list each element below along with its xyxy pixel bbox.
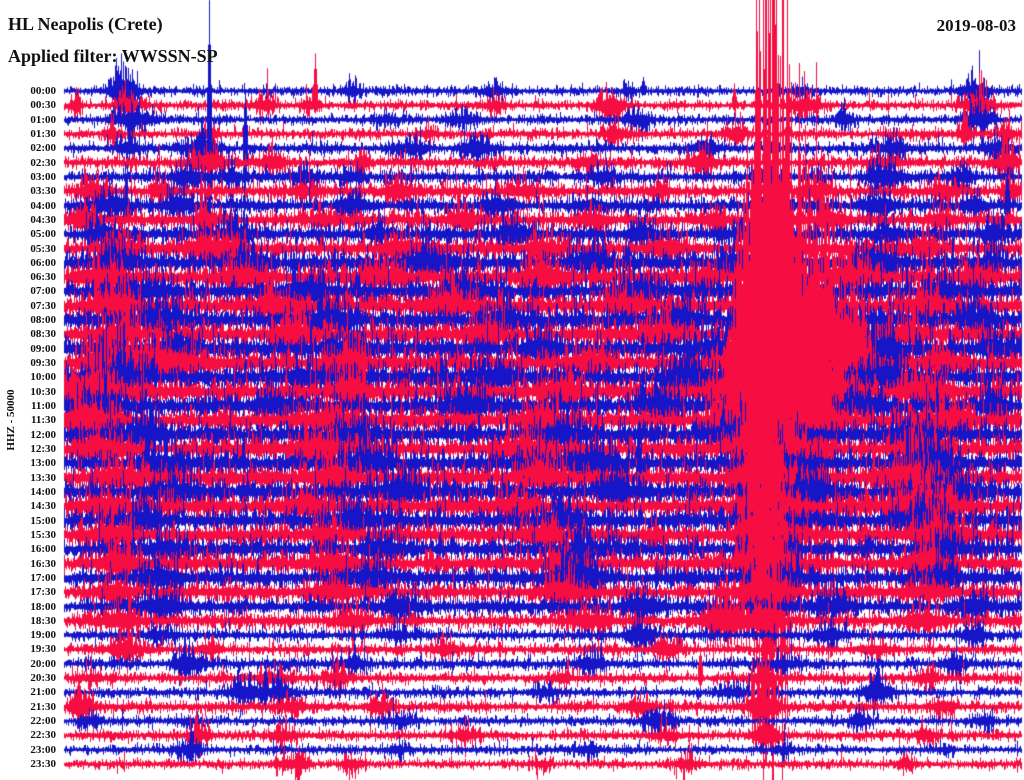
time-label: 20:00	[30, 657, 56, 670]
time-label: 03:00	[30, 170, 56, 183]
time-label: 06:30	[30, 271, 56, 284]
time-label: 11:30	[30, 414, 56, 427]
time-label: 18:30	[30, 614, 56, 627]
time-label: 16:30	[30, 557, 56, 570]
time-label: 01:30	[30, 127, 56, 140]
time-label: 14:00	[30, 485, 56, 498]
time-label: 08:30	[30, 328, 56, 341]
time-label: 04:30	[30, 213, 56, 226]
station-title: HL Neapolis (Crete)	[8, 14, 163, 34]
time-label: 03:30	[30, 185, 56, 198]
time-label: 22:00	[30, 715, 56, 728]
time-label: 17:30	[30, 586, 56, 599]
time-label: 01:00	[30, 113, 56, 126]
time-label: 13:00	[30, 457, 56, 470]
time-label: 20:30	[30, 672, 56, 685]
time-label: 18:00	[30, 600, 56, 613]
time-label: 21:00	[30, 686, 56, 699]
time-label: 15:30	[30, 528, 56, 541]
time-label: 11:00	[30, 400, 56, 413]
time-label: 16:00	[30, 543, 56, 556]
time-label: 21:30	[30, 700, 56, 713]
time-label: 05:30	[30, 242, 56, 255]
time-label: 13:30	[30, 471, 56, 484]
time-label: 09:30	[30, 357, 56, 370]
time-label: 15:00	[30, 514, 56, 527]
time-label: 02:00	[30, 142, 56, 155]
time-label: 07:00	[30, 285, 56, 298]
time-label: 00:30	[30, 99, 56, 112]
time-label: 23:00	[30, 743, 56, 756]
time-label: 23:30	[30, 758, 56, 771]
time-label: 05:00	[30, 228, 56, 241]
time-label: 19:00	[30, 629, 56, 642]
time-label: 08:00	[30, 314, 56, 327]
time-label: 19:30	[30, 643, 56, 656]
time-label: 00:00	[30, 85, 56, 97]
filter-label: Applied filter: WWSSN-SP	[8, 46, 218, 66]
time-label: 12:30	[30, 443, 56, 455]
time-label: 07:30	[30, 299, 56, 312]
time-label: 10:00	[30, 371, 56, 384]
time-label: 14:30	[30, 500, 56, 513]
time-label: 09:00	[30, 342, 56, 355]
time-label: 10:30	[30, 385, 56, 398]
time-label: 06:00	[30, 256, 56, 269]
time-label: 04:00	[30, 199, 56, 212]
time-label: 17:00	[30, 571, 56, 584]
time-label: 12:00	[30, 428, 56, 441]
time-label: 02:30	[30, 156, 56, 169]
time-label: 22:30	[30, 729, 56, 742]
date-label: 2019-08-03	[936, 16, 1016, 35]
